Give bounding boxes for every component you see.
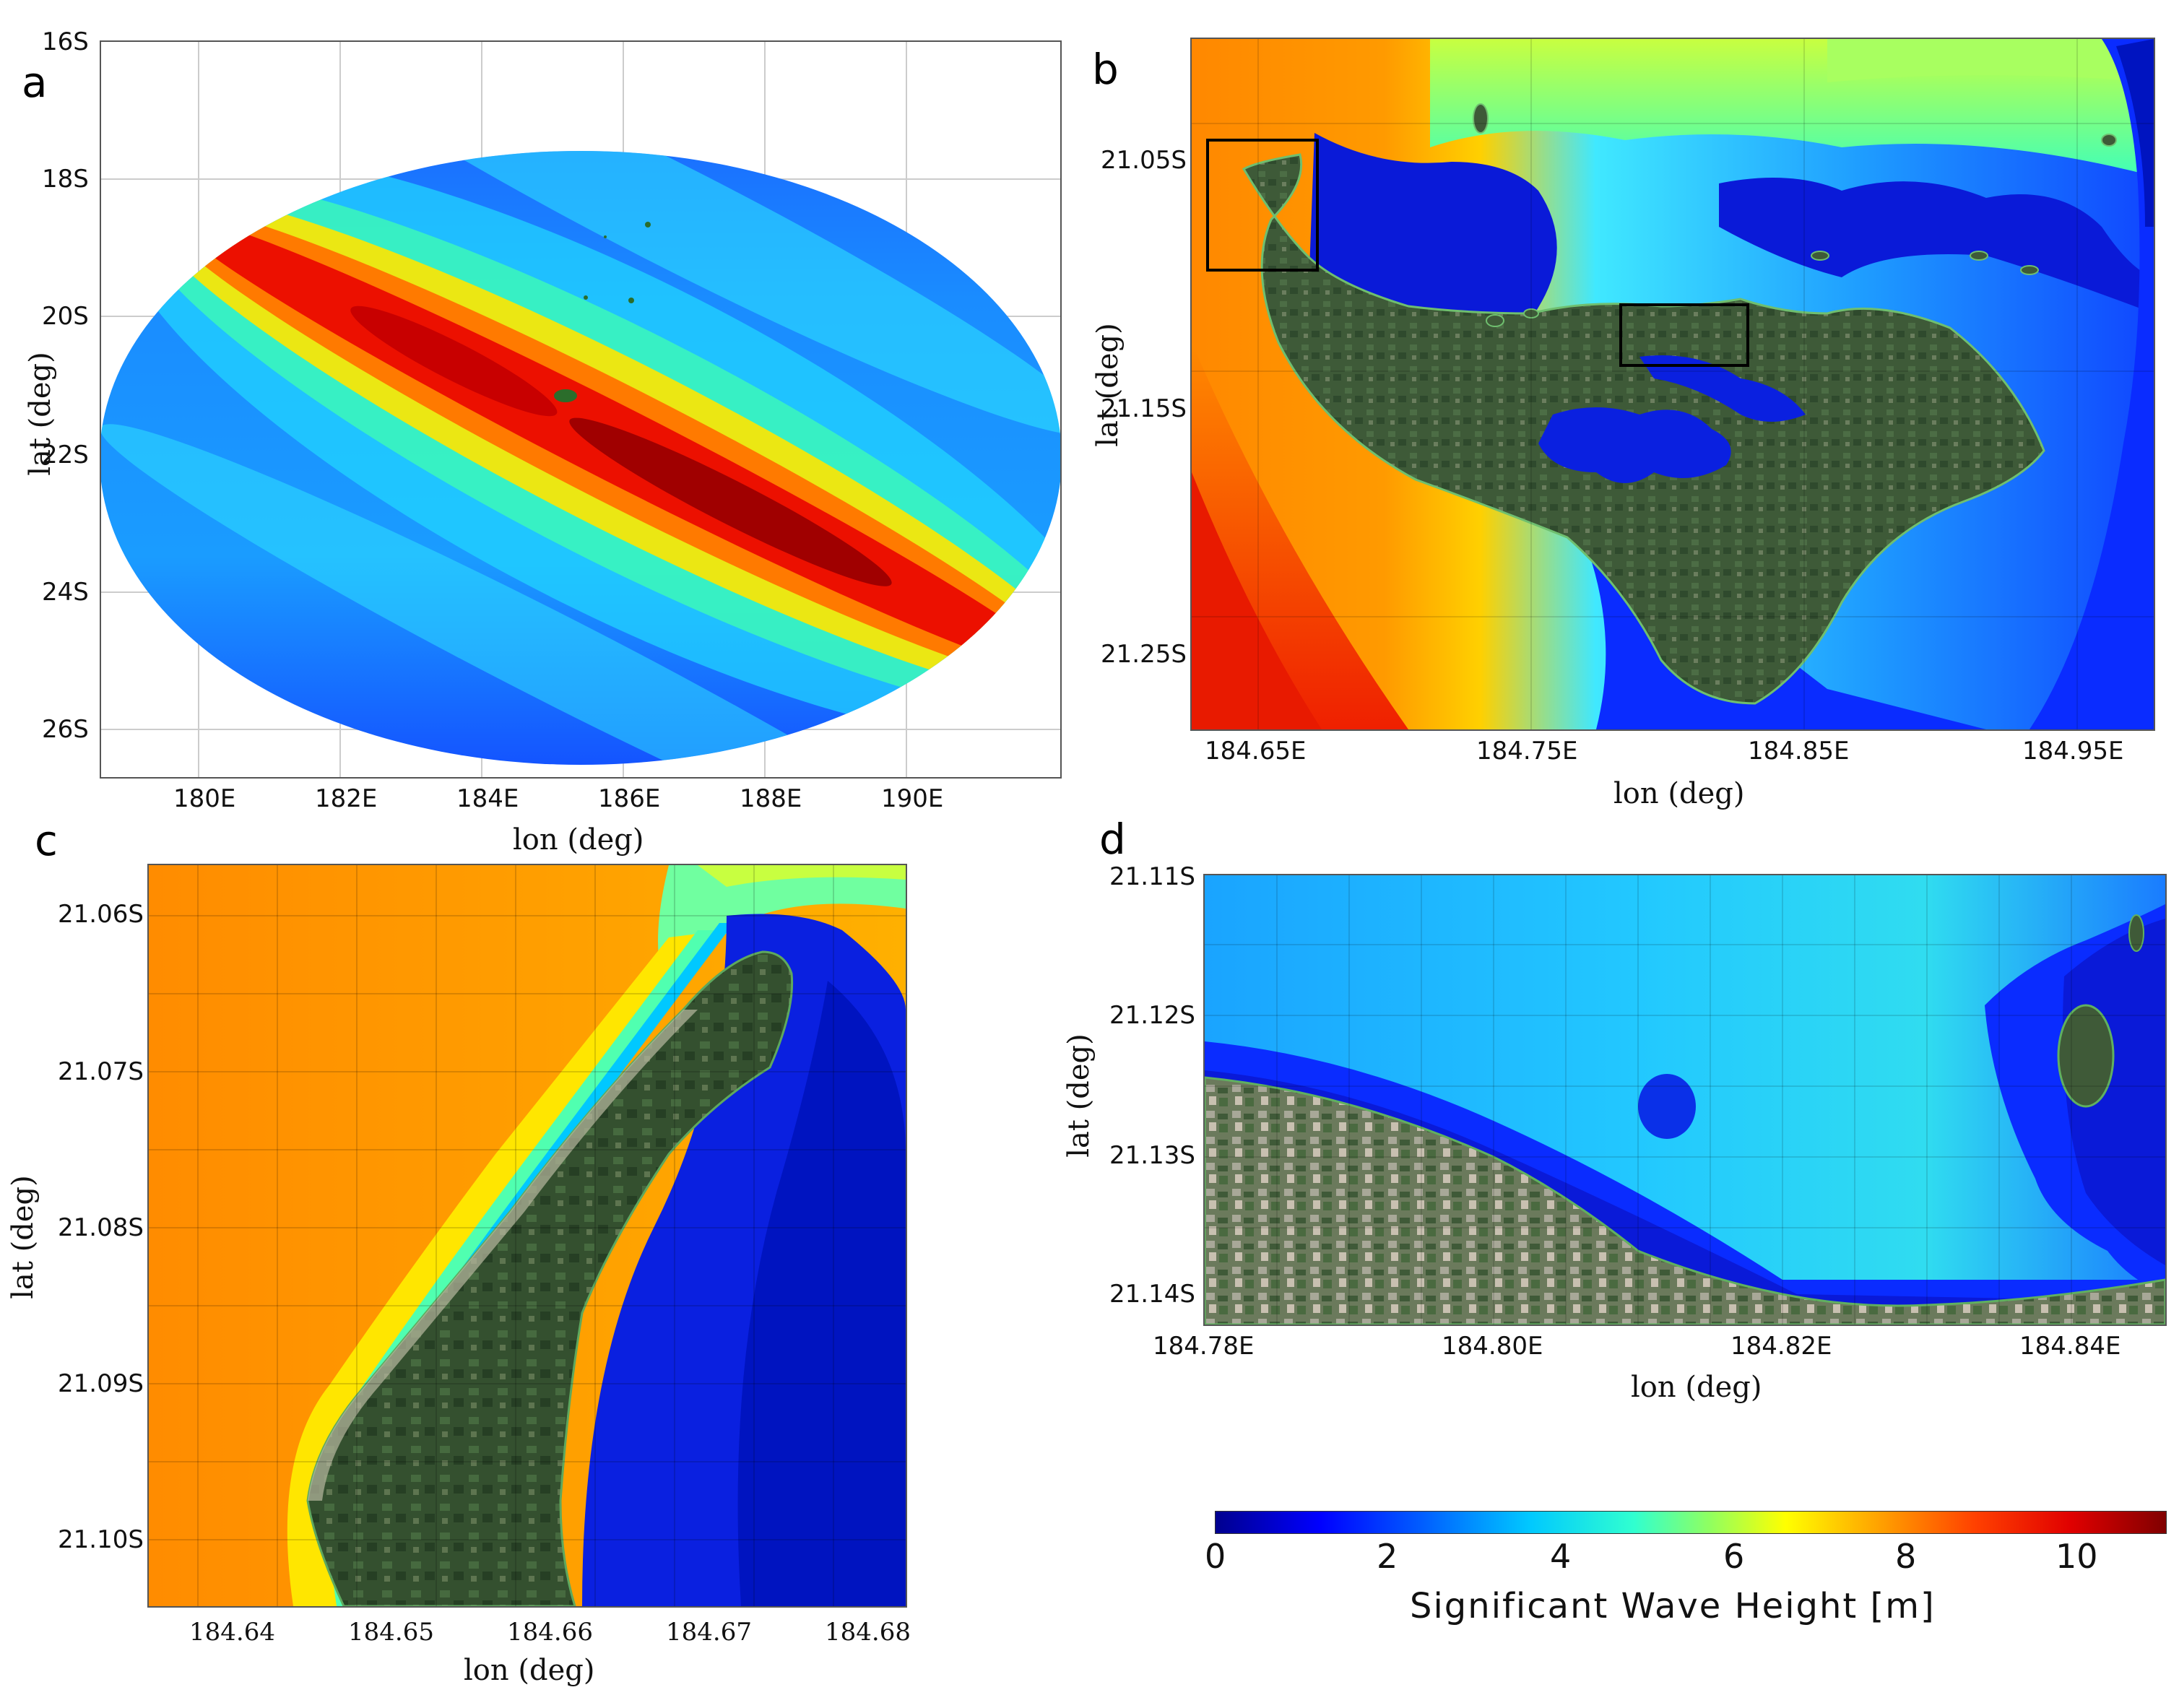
panel-a-map	[100, 40, 1062, 779]
panel-b-lat-tick: 21.15S	[1101, 394, 1187, 423]
panel-d-map	[1203, 874, 2167, 1326]
panel-b-lat-tick: 21.05S	[1101, 146, 1187, 175]
panel-d-lat-tick: 21.11S	[1109, 862, 1195, 891]
panel-a-lat-tick: 26S	[42, 715, 89, 744]
panel-b-lon-tick: 184.75E	[1476, 737, 1578, 766]
zoom-box-d	[1619, 303, 1749, 367]
panel-b-xlabel: lon (deg)	[1613, 777, 1745, 810]
panel-c-lat-tick: 21.06S	[58, 900, 144, 929]
panel-c-lon-tick: 184.66	[507, 1618, 593, 1647]
colorbar-tick: 4	[1550, 1537, 1572, 1576]
panel-d-ylabel: lat (deg)	[1062, 1033, 1096, 1158]
panel-c-lon-tick: 184.64	[189, 1618, 275, 1647]
panel-a-lon-tick: 182E	[315, 784, 378, 813]
panel-d-lat-tick: 21.14S	[1109, 1280, 1195, 1309]
panel-a-lon-tick: 186E	[598, 784, 661, 813]
panel-a-lat-tick: 18S	[42, 165, 89, 194]
panel-b-ylabel: lat (deg)	[1091, 323, 1125, 447]
colorbar-tick: 10	[2055, 1537, 2098, 1576]
colorbar-tick: 8	[1895, 1537, 1917, 1576]
colorbar-tick: 6	[1723, 1537, 1745, 1576]
panel-c-lon-tick: 184.67	[666, 1618, 752, 1647]
panel-a-lon-tick: 190E	[881, 784, 944, 813]
panel-d-xlabel: lon (deg)	[1631, 1371, 1762, 1404]
colorbar-tick: 0	[1205, 1537, 1226, 1576]
panel-d-lon-tick: 184.82E	[1730, 1332, 1832, 1361]
nukualofa-town	[1205, 1076, 2165, 1325]
panel-c-lat-tick: 21.09S	[58, 1369, 144, 1398]
zoom-box-c	[1206, 139, 1319, 272]
colorbar	[1215, 1511, 2167, 1534]
colorbar-title: Significant Wave Height [m]	[1410, 1586, 1936, 1626]
panel-d-lat-tick: 21.12S	[1109, 1001, 1195, 1030]
panel-a-letter: a	[22, 58, 48, 107]
panel-a-islands	[554, 222, 651, 402]
panel-d-lon-tick: 184.84E	[2019, 1332, 2121, 1361]
panel-b-lon-tick: 184.95E	[2022, 737, 2124, 766]
colorbar-tick: 2	[1377, 1537, 1398, 1576]
panel-c-ylabel: lat (deg)	[6, 1175, 40, 1299]
panel-c-lon-tick: 184.68	[825, 1618, 911, 1647]
panel-c-letter: c	[35, 816, 58, 865]
panel-a-lon-tick: 188E	[740, 784, 802, 813]
panel-a-lon-tick: 184E	[456, 784, 519, 813]
panel-d-letter: d	[1099, 815, 1126, 864]
panel-a-lat-tick: 24S	[42, 578, 89, 607]
panel-c-lat-tick: 21.10S	[58, 1525, 144, 1554]
panel-b-lat-tick: 21.25S	[1101, 640, 1187, 669]
panel-a-lat-tick: 20S	[42, 302, 89, 331]
islet	[2057, 1004, 2115, 1108]
panel-b-map	[1190, 38, 2155, 731]
panel-b-letter: b	[1092, 45, 1119, 94]
panel-d-lon-tick: 184.78E	[1153, 1332, 1255, 1361]
panel-c-lat-tick: 21.08S	[58, 1213, 144, 1242]
panel-b-lon-tick: 184.65E	[1205, 737, 1307, 766]
panel-a-ylabel: lat (deg)	[23, 352, 57, 476]
panel-c-xlabel: lon (deg)	[464, 1654, 595, 1687]
panel-a-lat-tick: 16S	[42, 27, 89, 56]
panel-d-lat-tick: 21.13S	[1109, 1141, 1195, 1170]
panel-a-xlabel: lon (deg)	[513, 823, 644, 857]
panel-d-lon-tick: 184.80E	[1442, 1332, 1543, 1361]
panel-a-lat-tick: 22S	[42, 441, 89, 469]
panel-c-map	[147, 864, 907, 1608]
panel-b-lon-tick: 184.85E	[1748, 737, 1850, 766]
panel-a-lon-tick: 180E	[173, 784, 236, 813]
panel-c-lat-tick: 21.07S	[58, 1057, 144, 1086]
panel-c-lon-tick: 184.65	[348, 1618, 434, 1647]
